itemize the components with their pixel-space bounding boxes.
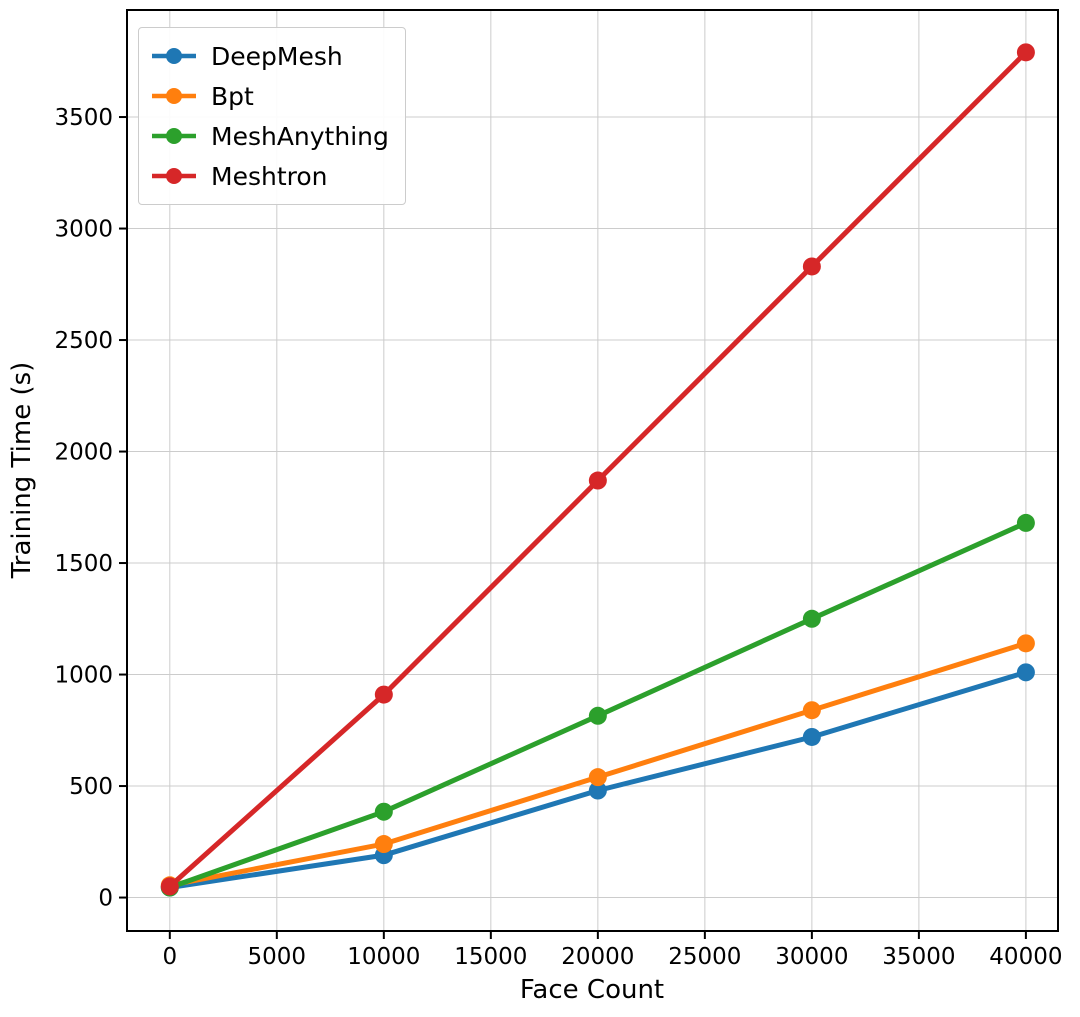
y-tick-label: 1500 bbox=[54, 551, 113, 577]
x-tick-label: 15000 bbox=[454, 944, 527, 970]
series-point-deepmesh bbox=[802, 727, 821, 746]
plot-area: 0 5000 10000 15000 20000 25000 30000 35000 40000… bbox=[54, 9, 1062, 970]
x-tick-label: 20000 bbox=[561, 944, 634, 970]
legend: DeepMesh Bpt MeshAnything Meshtron bbox=[138, 27, 406, 205]
legend-item-meshtron: Meshtron bbox=[151, 156, 389, 196]
legend-label: Bpt bbox=[211, 81, 254, 111]
series-point-deepmesh bbox=[588, 781, 607, 800]
x-tick-label: 10000 bbox=[347, 944, 420, 970]
y-tick-label: 1000 bbox=[54, 663, 113, 689]
series-point-meshanything bbox=[588, 706, 607, 725]
legend-key-icon bbox=[152, 168, 196, 184]
x-tick-label: 5000 bbox=[248, 944, 307, 970]
series-point-meshanything bbox=[802, 609, 821, 628]
y-tick-label: 2500 bbox=[54, 328, 113, 354]
x-tick-label: 35000 bbox=[882, 944, 955, 970]
series-point-meshtron bbox=[588, 471, 607, 490]
legend-key-icon bbox=[152, 88, 196, 104]
y-tick-label: 0 bbox=[98, 886, 113, 912]
legend-item-deepmesh: DeepMesh bbox=[151, 36, 389, 76]
x-tick-label: 40000 bbox=[989, 944, 1062, 970]
y-axis-label: Training Time (s) bbox=[7, 362, 37, 580]
legend-key-icon bbox=[152, 128, 196, 144]
x-tick-label: 0 bbox=[162, 944, 177, 970]
series-point-bpt bbox=[374, 835, 393, 854]
series-point-deepmesh bbox=[1016, 663, 1035, 682]
series-point-meshtron bbox=[802, 257, 821, 276]
legend-item-meshanything: MeshAnything bbox=[151, 116, 389, 156]
y-tick-label: 3000 bbox=[54, 217, 113, 243]
x-tick-label: 25000 bbox=[668, 944, 741, 970]
series-point-meshtron bbox=[160, 877, 179, 896]
legend-key-icon bbox=[152, 48, 196, 64]
y-tick-label: 2000 bbox=[54, 440, 113, 466]
legend-label: Meshtron bbox=[211, 161, 328, 191]
y-tick-label: 500 bbox=[69, 774, 113, 800]
series-point-meshanything bbox=[1016, 513, 1035, 532]
series-point-meshtron bbox=[374, 685, 393, 704]
plot-frame bbox=[126, 9, 1059, 932]
series-point-bpt bbox=[802, 701, 821, 720]
legend-label: DeepMesh bbox=[211, 41, 343, 71]
legend-label: MeshAnything bbox=[211, 121, 389, 151]
series-point-meshanything bbox=[374, 802, 393, 821]
legend-item-bpt: Bpt bbox=[151, 76, 389, 116]
series-point-meshtron bbox=[1016, 43, 1035, 62]
y-tick-label: 3500 bbox=[54, 105, 113, 131]
series-point-bpt bbox=[1016, 634, 1035, 653]
x-tick-label: 30000 bbox=[775, 944, 848, 970]
x-axis-label: Face Count bbox=[520, 975, 664, 1005]
series-point-bpt bbox=[588, 768, 607, 787]
